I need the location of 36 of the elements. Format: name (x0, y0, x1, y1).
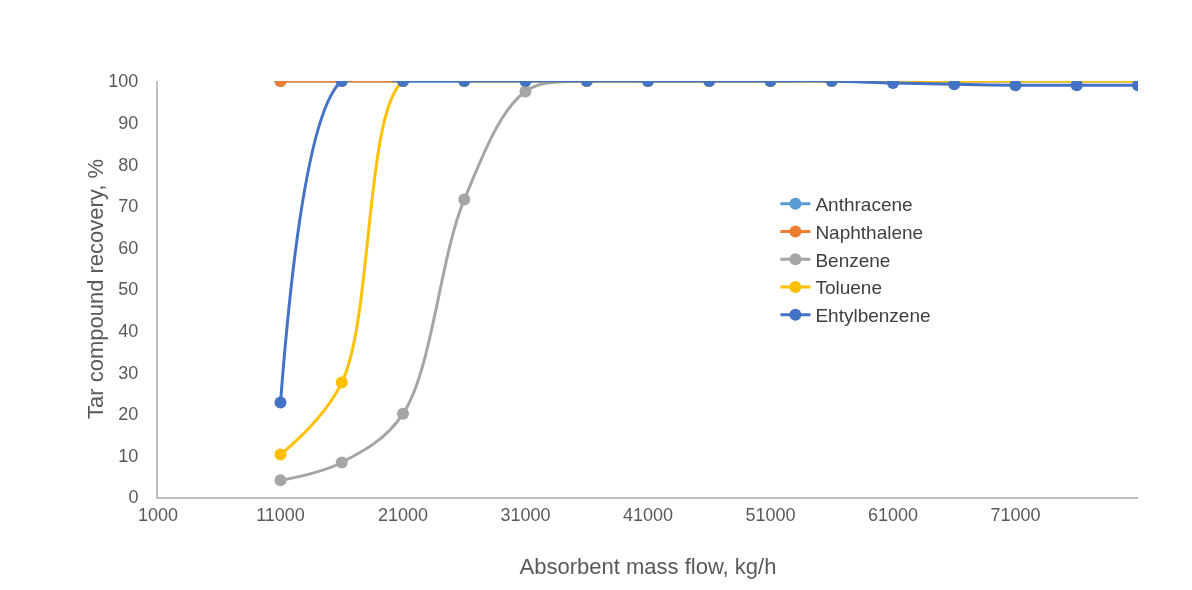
x-tick-label: 51000 (745, 504, 796, 525)
legend-label: Anthracene (815, 194, 913, 216)
point (1009, 81, 1022, 92)
x-tick-label: 1000 (137, 504, 179, 525)
y-tick-label: 10 (118, 445, 139, 466)
x-tick-label: 11000 (256, 504, 305, 525)
point (335, 376, 348, 389)
y-tick-label: 60 (118, 237, 139, 258)
legend-label: Naphthalene (815, 221, 924, 243)
y-tick-label: 90 (118, 112, 139, 133)
x-tick-label: 71000 (990, 504, 1041, 525)
point (458, 193, 471, 206)
y-tick-label: 30 (118, 362, 139, 383)
point (397, 407, 409, 420)
y-tick-label: 70 (118, 196, 139, 217)
point (274, 474, 287, 487)
point (274, 396, 287, 409)
x-axis-title: Absorbent mass flow, kg/h (519, 554, 777, 579)
legend-label: Ehtylbenzene (815, 305, 931, 327)
y-tick-label: 40 (118, 320, 139, 341)
y-axis-title: Tar compound recovery, % (83, 158, 108, 420)
y-tick-label: 50 (118, 279, 139, 300)
point (335, 456, 348, 469)
x-tick-label: 31000 (500, 504, 551, 525)
point (274, 448, 287, 461)
y-tick-label: 20 (118, 404, 139, 425)
legend-label: Benzene (815, 249, 891, 271)
point (948, 81, 961, 91)
x-tick-label: 61000 (867, 504, 919, 525)
point (1070, 81, 1083, 92)
x-tick-label: 41000 (622, 504, 674, 525)
legend-label: Toluene (815, 277, 882, 299)
y-tick-label: 80 (118, 154, 139, 175)
x-tick-label: 21000 (377, 504, 429, 525)
y-tick-label: 0 (128, 487, 139, 508)
y-tick-label: 100 (108, 71, 139, 92)
